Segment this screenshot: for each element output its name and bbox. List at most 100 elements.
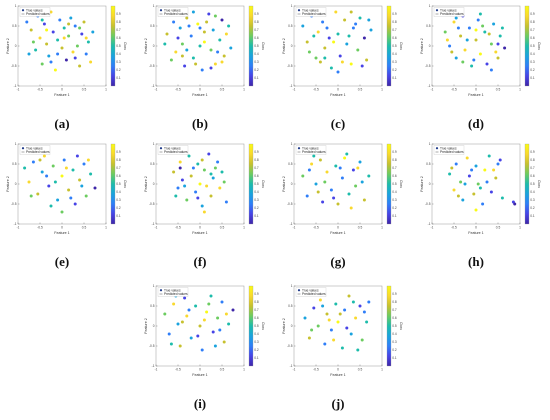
colorbar-tick-label: 0.7 [116, 166, 121, 170]
data-point [367, 174, 371, 178]
data-point [358, 160, 362, 164]
data-point [189, 336, 193, 340]
y-tick-label: 0 [429, 44, 431, 48]
colorbar-tick-label: 0.6 [116, 36, 121, 40]
colorbar-tick-label: 0.7 [116, 28, 121, 32]
data-point [340, 176, 344, 180]
data-point [40, 62, 44, 66]
colorbar-label: Class [399, 180, 403, 188]
colorbar-tick-label: 0.2 [254, 206, 259, 210]
data-point [465, 38, 469, 42]
y-tick-label: 0 [15, 182, 17, 186]
x-tick-label: 0.5 [220, 88, 225, 92]
x-tick-label: 0 [61, 226, 63, 230]
colorbar [524, 143, 530, 225]
data-point [218, 186, 222, 190]
colorbar-tick-label: 0.2 [392, 68, 397, 72]
data-point [38, 158, 42, 162]
colorbar-tick-label: 0.8 [530, 20, 535, 24]
data-point [472, 58, 476, 62]
data-point [358, 304, 362, 308]
x-axis-label: Feature 1 [192, 373, 207, 377]
legend-marker-true [297, 147, 301, 150]
panel-caption: (h) [468, 254, 484, 269]
y-tick-label: -0.5 [425, 202, 431, 206]
data-point [191, 10, 195, 14]
data-point [205, 310, 209, 314]
x-axis-label: Feature 1 [192, 231, 207, 235]
legend-box [19, 145, 51, 155]
data-point [53, 180, 57, 184]
x-tick-label: 1 [519, 226, 521, 230]
colorbar-tick-label: 0.2 [254, 348, 259, 352]
data-point [351, 26, 355, 30]
colorbar-tick-label: 0.5 [530, 44, 535, 48]
data-point [167, 332, 171, 336]
y-tick-label: -1 [14, 84, 17, 88]
data-point [196, 162, 200, 166]
x-tick-label: 1 [105, 88, 107, 92]
x-tick-label: 1 [243, 368, 245, 372]
data-point [165, 32, 169, 36]
data-point [45, 42, 49, 46]
y-tick-label: 1 [15, 4, 17, 8]
data-point [323, 342, 327, 346]
y-tick-label: 1 [291, 284, 293, 288]
legend-box [19, 7, 51, 17]
data-point [75, 44, 79, 48]
y-tick-label: 0 [15, 44, 17, 48]
data-point [189, 34, 193, 38]
y-axis-label: Feature 2 [420, 38, 424, 53]
legend-entry: Predicted values [440, 12, 464, 16]
y-axis-label: Feature 2 [6, 38, 10, 53]
y-tick-label: 0.5 [426, 24, 431, 28]
colorbar-tick-label: 0.8 [392, 300, 397, 304]
panel-caption: (d) [468, 116, 484, 131]
data-point [347, 34, 351, 38]
data-point [202, 40, 206, 44]
x-tick-label: 0 [199, 88, 201, 92]
data-point [187, 24, 191, 28]
x-tick-label: -1 [293, 88, 296, 92]
data-point [496, 162, 500, 166]
colorbar-tick-label: 0.5 [254, 182, 259, 186]
data-point [71, 50, 75, 54]
data-point [180, 178, 184, 182]
colorbar [386, 285, 392, 367]
y-tick-label: -0.5 [149, 202, 155, 206]
colorbar [110, 5, 116, 87]
legend-box [157, 145, 189, 155]
data-point [229, 46, 233, 50]
data-point [40, 170, 44, 174]
data-point [172, 302, 176, 306]
data-point [176, 36, 180, 40]
legend-box [433, 7, 465, 17]
data-point [483, 168, 487, 172]
data-point [340, 346, 344, 350]
data-point [336, 32, 340, 36]
colorbar-tick-label: 0.3 [530, 60, 535, 64]
colorbar-tick-label: 0.6 [530, 36, 535, 40]
data-point [349, 206, 353, 210]
data-point [478, 186, 482, 190]
chart-panel-i: -1 -0.5 0 0.5 1 -1 -0.5 0 0.5 1 Feature 1 Feature 2… [144, 284, 265, 411]
legend-entry: Predicted values [440, 150, 464, 154]
data-point [450, 50, 454, 54]
data-point [467, 26, 471, 30]
data-point [209, 48, 213, 52]
data-point [498, 158, 502, 162]
data-point [461, 60, 465, 64]
data-point [487, 154, 491, 158]
y-tick-label: -1 [14, 222, 17, 226]
x-tick-label: 1 [381, 88, 383, 92]
chart-panel-e: -1 -0.5 0 0.5 1 -1 -0.5 0 0.5 1 Feature 1 Feature 2… [6, 142, 127, 269]
data-point [485, 62, 489, 66]
data-point [62, 26, 66, 30]
data-point [42, 154, 46, 158]
data-point [323, 180, 327, 184]
data-point [474, 28, 478, 32]
data-point [31, 40, 35, 44]
x-axis-label: Feature 1 [54, 231, 69, 235]
